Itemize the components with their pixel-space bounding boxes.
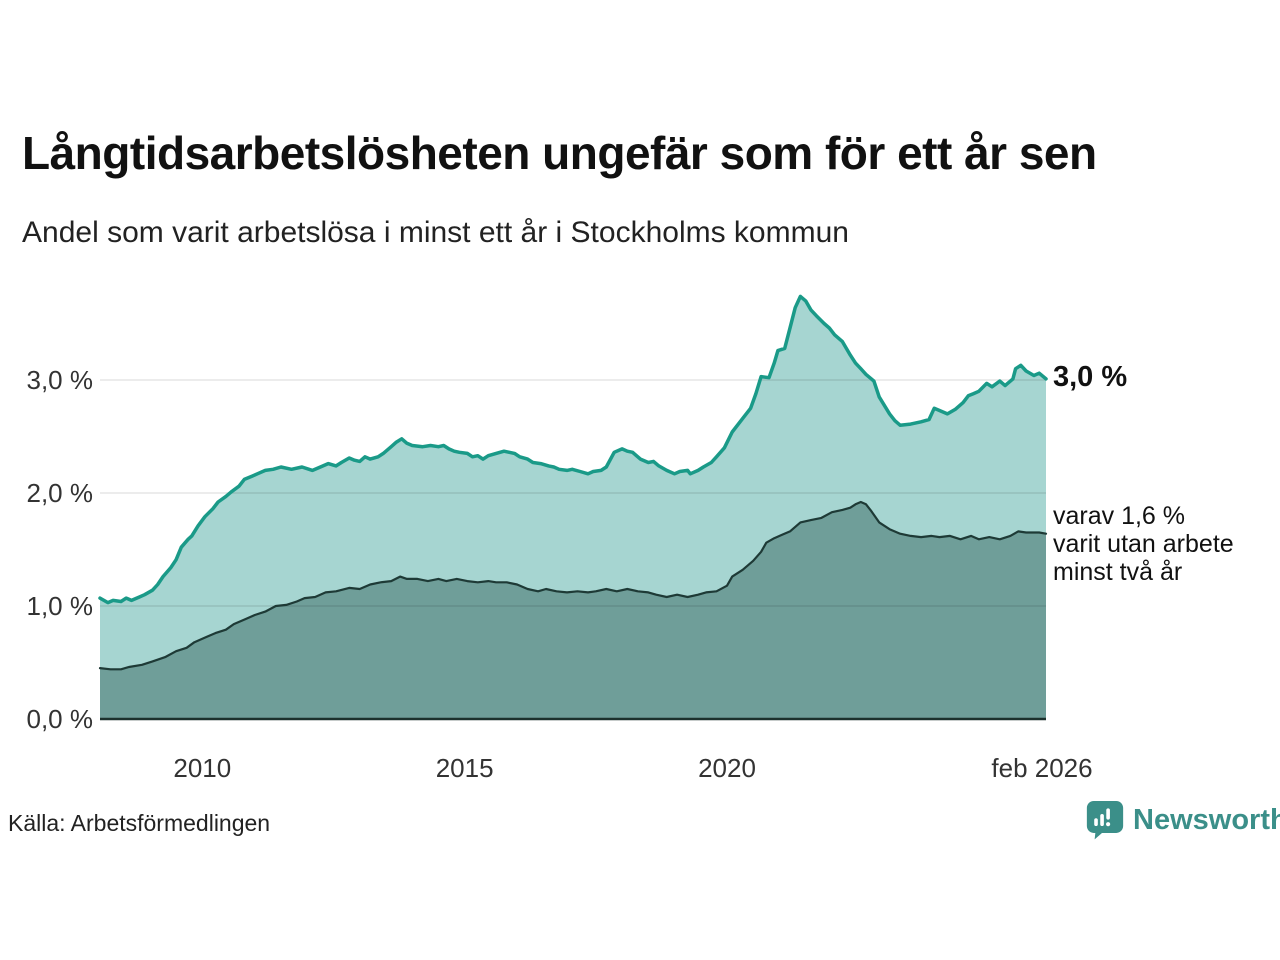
y-tick-label: 1,0 % bbox=[27, 591, 94, 621]
line-arbetslosa-minst-tva-ar bbox=[98, 500, 1048, 671]
annotation-line-3: minst två år bbox=[1053, 558, 1183, 586]
newsworthy-bubble-chart-icon bbox=[1086, 801, 1124, 840]
chart-subtitle: Andel som varit arbetslösa i minst ett å… bbox=[22, 216, 849, 249]
annotation-two-year-note: varav 1,6 % varit utan arbete minst två … bbox=[1053, 502, 1234, 586]
x-tick-label: 2015 bbox=[436, 753, 494, 783]
newsworthy-logo: Newsworthy bbox=[1086, 799, 1280, 841]
y-tick-label: 3,0 % bbox=[27, 365, 94, 395]
chart-title: Långtidsarbetslösheten ungefär som för e… bbox=[22, 127, 1097, 179]
y-tick-label: 0,0 % bbox=[27, 704, 94, 734]
x-tick-label: 2020 bbox=[698, 753, 756, 783]
area-arbetslosa-minst-tva-ar bbox=[100, 502, 1046, 719]
line-arbetslosa-minst-ett-ar bbox=[98, 294, 1048, 605]
annotation-line-1: varav 1,6 % bbox=[1053, 502, 1186, 530]
annotation-latest-total-value: 3,0 % bbox=[1053, 361, 1128, 393]
newsworthy-logo-text: Newsworthy bbox=[1133, 803, 1280, 836]
source-credit: Källa: Arbetsförmedlingen bbox=[8, 810, 271, 836]
x-tick-label: 2010 bbox=[173, 753, 231, 783]
annotation-line-2: varit utan arbete bbox=[1053, 530, 1234, 558]
x-tick-label: feb 2026 bbox=[991, 753, 1092, 783]
y-tick-label: 2,0 % bbox=[27, 478, 94, 508]
